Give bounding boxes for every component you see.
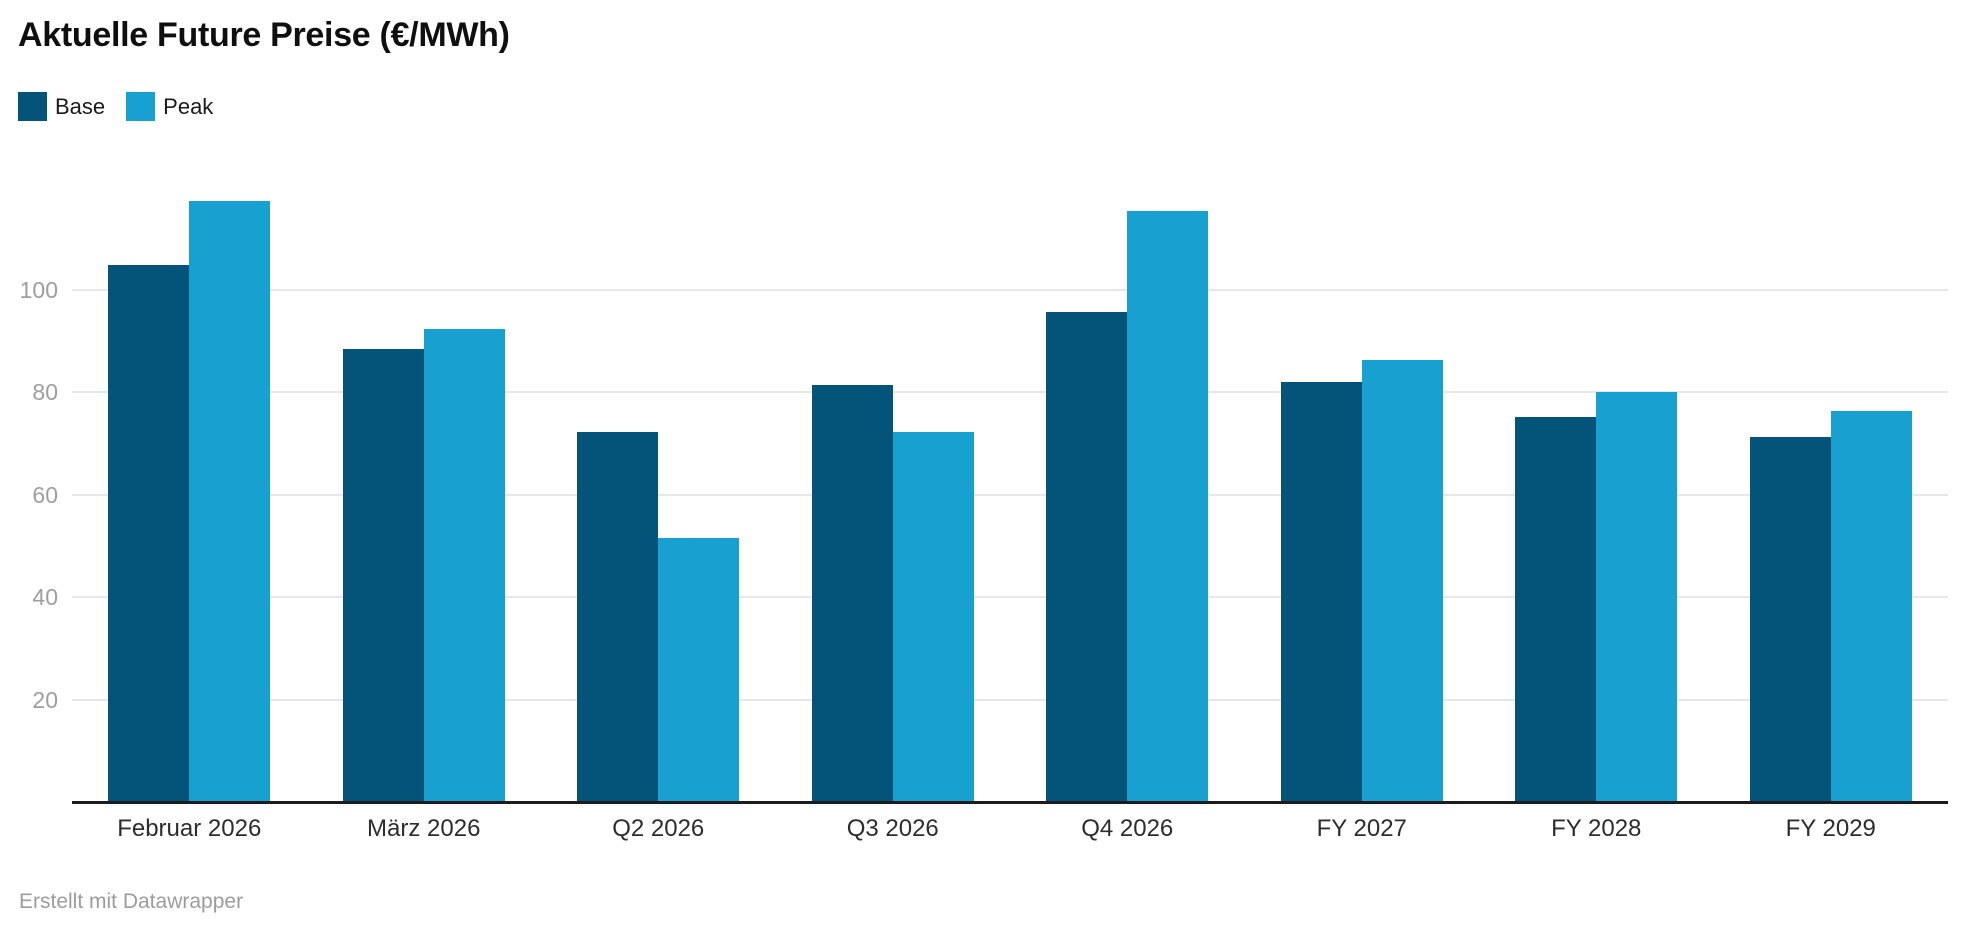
bar-base-fy-2028[interactable] <box>1515 416 1597 802</box>
x-axis-label-fy-2029: FY 2029 <box>1785 815 1876 842</box>
bar-peak-fy-2029[interactable] <box>1830 411 1912 802</box>
bar-group-februar-2026 <box>72 160 307 802</box>
bar-peak-fy-2028[interactable] <box>1596 392 1678 802</box>
bar-group-fy-2027 <box>1245 160 1480 802</box>
bar-group-fy-2028 <box>1479 160 1714 802</box>
bar-group-märz-2026 <box>307 160 542 802</box>
y-tick-label-80: 80 <box>32 379 58 406</box>
legend: Base Peak <box>18 92 213 121</box>
bar-group-fy-2029 <box>1714 160 1949 802</box>
bar-group-q2-2026 <box>541 160 776 802</box>
chart-title: Aktuelle Future Preise (€/MWh) <box>18 16 510 54</box>
x-axis-line <box>72 801 1948 804</box>
x-axis-label-fy-2027: FY 2027 <box>1316 815 1407 842</box>
bar-group-q4-2026 <box>1010 160 1245 802</box>
x-axis-label-februar-2026: Februar 2026 <box>117 815 262 842</box>
bar-base-q4-2026[interactable] <box>1046 311 1128 802</box>
bar-base-februar-2026[interactable] <box>108 265 190 802</box>
bar-peak-q4-2026[interactable] <box>1127 210 1209 802</box>
gridline-80 <box>72 391 1948 394</box>
x-axis-label-märz-2026: März 2026 <box>367 815 481 842</box>
bar-peak-q2-2026[interactable] <box>658 537 740 802</box>
gridline-20 <box>72 698 1948 701</box>
legend-swatch-base <box>18 92 47 121</box>
bar-base-q3-2026[interactable] <box>811 385 893 802</box>
plot-area <box>72 160 1948 802</box>
x-axis-label-fy-2028: FY 2028 <box>1551 815 1642 842</box>
bar-peak-februar-2026[interactable] <box>189 200 271 802</box>
bar-peak-fy-2027[interactable] <box>1361 359 1443 802</box>
attribution: Erstellt mit Datawrapper <box>19 890 244 913</box>
x-axis-labels: Februar 2026 März 2026 Q2 2026 Q3 2026 Q4 20… <box>72 814 1948 844</box>
bar-base-q2-2026[interactable] <box>577 432 659 802</box>
x-axis-label-q3-2026: Q3 2026 <box>846 815 939 842</box>
x-axis-label-q4-2026: Q4 2026 <box>1081 815 1174 842</box>
x-axis-label-q2-2026: Q2 2026 <box>612 815 705 842</box>
gridline-60 <box>72 493 1948 496</box>
legend-swatch-peak <box>126 92 156 121</box>
bar-peak-q3-2026[interactable] <box>892 432 974 802</box>
legend-item-peak: Peak <box>126 92 213 121</box>
y-tick-label-100: 100 <box>19 277 58 304</box>
gridline-100 <box>72 289 1948 292</box>
bar-peak-märz-2026[interactable] <box>423 328 505 802</box>
y-axis-tick-labels: 20 40 60 80 100 <box>0 160 58 802</box>
y-tick-label-60: 60 <box>32 481 58 508</box>
bar-base-fy-2027[interactable] <box>1280 381 1362 802</box>
bar-base-märz-2026[interactable] <box>342 348 424 802</box>
y-tick-label-20: 20 <box>32 686 58 713</box>
legend-label-peak: Peak <box>163 93 214 119</box>
legend-label-base: Base <box>55 93 106 119</box>
bar-group-q3-2026 <box>776 160 1011 802</box>
gridline-40 <box>72 596 1948 599</box>
legend-item-base: Base <box>18 92 105 121</box>
bar-base-fy-2029[interactable] <box>1749 436 1831 802</box>
y-tick-label-40: 40 <box>32 584 58 611</box>
